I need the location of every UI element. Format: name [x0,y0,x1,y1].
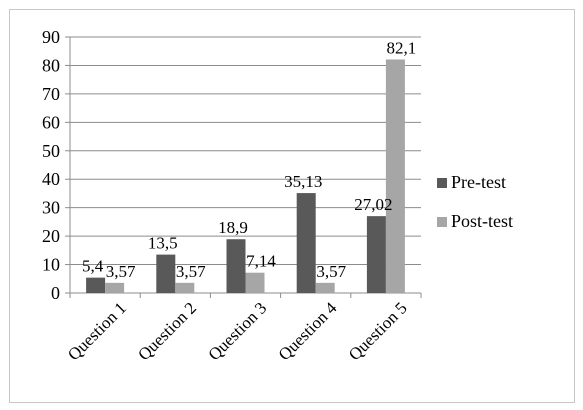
y-tick-label: 70 [42,84,60,104]
data-label: 3,57 [176,262,206,281]
data-label: 82,1 [387,38,417,57]
y-tick-label: 50 [42,141,60,161]
bar-post-test [245,272,265,293]
bars [86,59,405,293]
data-label: 35,13 [284,172,322,191]
bar-post-test [175,282,195,293]
x-category-label: Question 3 [204,298,270,364]
data-label: 27,02 [354,195,392,214]
legend-swatch [437,178,447,188]
data-label: 5,4 [82,257,104,276]
y-tick-label: 60 [42,112,60,132]
y-tick-label: 90 [42,27,60,47]
bar-pre-test [296,193,316,293]
legend-label: Pre-test [451,172,506,192]
x-category-label: Question 2 [134,298,200,364]
x-category-label: Question 1 [64,298,130,364]
bar-pre-test [86,277,106,293]
legend-label: Post-test [451,211,513,231]
legend-swatch [437,217,447,227]
y-tick-label: 80 [42,55,60,75]
bar-pre-test [156,254,176,293]
y-tick-label: 0 [51,283,60,303]
bar-post-test [105,282,125,293]
bar-post-test [315,282,335,293]
legend: Pre-test Post-test [437,172,513,231]
bar-pre-test [226,239,246,293]
y-tick-label: 40 [42,169,60,189]
y-tick-label: 30 [42,198,60,218]
data-label: 3,57 [316,262,346,281]
data-labels: 5,4 13,5 18,9 35,13 27,02 3,57 3,57 7,14 3,57 82,… [82,38,416,280]
gridlines [70,36,421,266]
data-label: 13,5 [148,234,178,253]
bar-pre-test [366,216,386,293]
data-label: 3,57 [106,262,136,281]
bar-post-test [385,59,405,293]
y-tick-label: 10 [42,255,60,275]
data-label: 18,9 [218,218,248,237]
y-tick-label: 20 [42,226,60,246]
data-label: 7,14 [246,252,276,271]
x-category-label: Question 4 [275,298,341,364]
chart-frame [9,9,575,403]
x-category-label: Question 5 [345,298,411,364]
